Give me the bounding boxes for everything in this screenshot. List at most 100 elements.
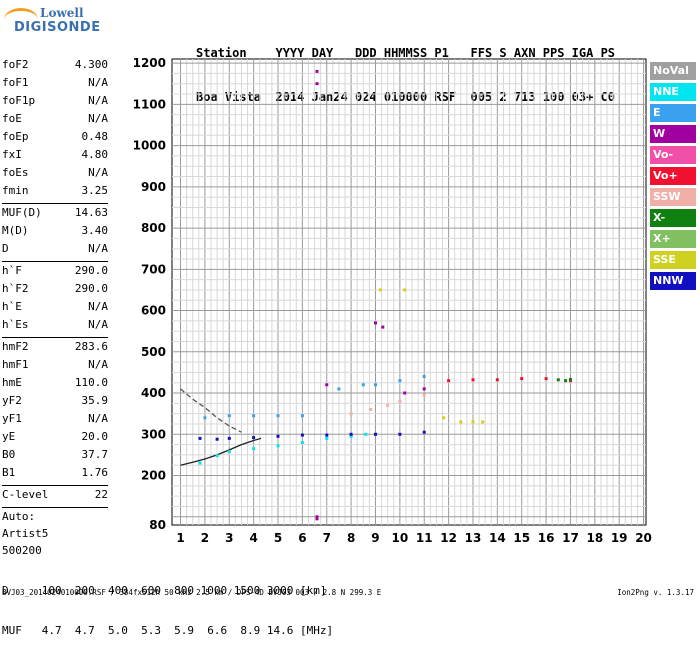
x-tick-label: 2: [201, 531, 209, 545]
param-row: yE 20.0: [2, 430, 108, 448]
param-row: fmin 3.25: [2, 184, 108, 202]
param-value: N/A: [88, 166, 108, 179]
param-row: h`F2 290.0: [2, 282, 108, 300]
file-info-footer: BVJ03_2014024010000.RSF / 384fx512h 50 k…: [2, 588, 382, 597]
trace-point-ssw: [349, 412, 353, 416]
param-row: B1 1.76: [2, 466, 108, 484]
trace-point-w: [315, 517, 319, 521]
param-row: foE N/A: [2, 112, 108, 130]
param-value: 110.0: [74, 376, 108, 389]
param-row: foEp 0.48: [2, 130, 108, 148]
x-tick-label: 10: [392, 531, 409, 545]
param-row: foEs N/A: [2, 166, 108, 184]
param-label: B0: [2, 448, 16, 461]
param-label: C-level: [2, 488, 49, 501]
trace-point-nnw: [215, 437, 219, 441]
param-label: fmin: [2, 184, 29, 197]
trace-point-sse: [459, 420, 463, 424]
trace-point-ssw: [398, 399, 402, 403]
profile-curves: [180, 388, 262, 466]
param-label: h`E: [2, 300, 22, 313]
x-tick-label: 7: [323, 531, 331, 545]
param-value: N/A: [88, 358, 108, 371]
trace-point-e: [203, 416, 207, 420]
param-row: hmF1 N/A: [2, 358, 108, 376]
trace-point-nnw: [198, 436, 202, 440]
x-tick-label: 11: [416, 531, 433, 545]
x-tick-label: 15: [513, 531, 530, 545]
param-value: 14.63: [74, 206, 108, 219]
x-tick-label: 3: [225, 531, 233, 545]
trace-point-nnw: [374, 432, 377, 436]
trace-point-vo-: [471, 378, 475, 382]
param-value: 4.300: [74, 58, 108, 71]
legend-item-vo-: Vo-: [650, 146, 696, 164]
y-tick-label: 300: [141, 427, 166, 441]
trace-point-x-: [556, 378, 560, 382]
trace-point-sse: [442, 416, 446, 420]
legend-item-nne: NNE: [650, 83, 696, 101]
param-row: h`F 290.0: [2, 264, 108, 282]
param-row: M(D) 3.40: [2, 224, 108, 242]
trace-point-w: [315, 82, 319, 86]
param-label: M(D): [2, 224, 29, 237]
header-labels: Station YYYY DAY DDD HHMMSS P1 FFS S AXN…: [196, 46, 616, 60]
logo-line2: DIGISONDE: [14, 20, 101, 35]
param-separator: [2, 261, 108, 262]
param-value: 3.40: [81, 224, 109, 237]
trace-point-e: [398, 379, 402, 383]
param-row: foF2 4.300: [2, 58, 108, 76]
y-axis-ticks: 80 200 300 400 500 600 700 800 900 1000 1100 1200: [133, 56, 166, 532]
trace-point-e: [337, 387, 341, 391]
param-separator: [2, 337, 108, 338]
trace-point-e: [300, 414, 304, 418]
x-tick-label: 4: [249, 531, 257, 545]
trace-point-vo-: [447, 379, 451, 383]
lowell-digisonde-logo: Lowell DIGISONDE: [2, 6, 106, 42]
y-tick-label: 1100: [133, 97, 166, 111]
param-label: hmE: [2, 376, 22, 389]
y-tick-label: 500: [141, 345, 166, 359]
param-value: N/A: [88, 94, 108, 107]
profile-curve-solid: [180, 437, 262, 466]
trace-point-nne: [198, 461, 202, 465]
trace-point-ssw: [369, 408, 373, 411]
param-row: B0 37.7: [2, 448, 108, 466]
trace-point-e: [374, 383, 377, 387]
trace-point-nnw: [349, 432, 353, 436]
chart-grid: [171, 58, 647, 526]
param-value: 290.0: [74, 264, 108, 277]
trace-point-nne: [215, 454, 219, 458]
plot-frame: [171, 58, 647, 526]
param-row: C-level 22: [2, 488, 108, 506]
x-tick-label: 16: [538, 531, 555, 545]
trace-point-w: [315, 69, 319, 73]
param-label: B1: [2, 466, 16, 479]
trace-point-x-: [569, 377, 572, 381]
trace-point-vo-: [544, 377, 548, 381]
trace-point-nne: [276, 444, 280, 448]
trace-point-nne: [349, 434, 353, 438]
trace-point-e: [252, 414, 256, 418]
ionogram-chart: 1 2 3 4 5 6 7 8 9 10 11 12 13 14 15 16 17 18 19 20 80200300…: [133, 56, 652, 545]
param-label: foEp: [2, 130, 29, 143]
x-tick-label: 17: [562, 531, 579, 545]
param-label: yF1: [2, 412, 22, 425]
param-label: h`F: [2, 264, 22, 277]
legend-item-x-: X+: [650, 230, 696, 248]
x-tick-label: 5: [274, 531, 282, 545]
trace-point-nne: [227, 450, 231, 454]
x-tick-label: 1: [176, 531, 184, 545]
x-tick-label: 19: [611, 531, 628, 545]
trace-point-e: [276, 414, 280, 418]
trace-point-w: [374, 321, 377, 325]
version-label: Ion2Png v. 1.3.17: [617, 588, 694, 597]
param-value: N/A: [88, 300, 108, 313]
trace-point-vo-: [520, 377, 524, 381]
legend-item-ssw: SSW: [650, 188, 696, 206]
param-label: foF1p: [2, 94, 36, 107]
trace-point-e: [227, 414, 231, 418]
param-row: h`Es N/A: [2, 318, 108, 336]
trace-point-nnw: [398, 432, 402, 436]
x-tick-label: 14: [489, 531, 506, 545]
